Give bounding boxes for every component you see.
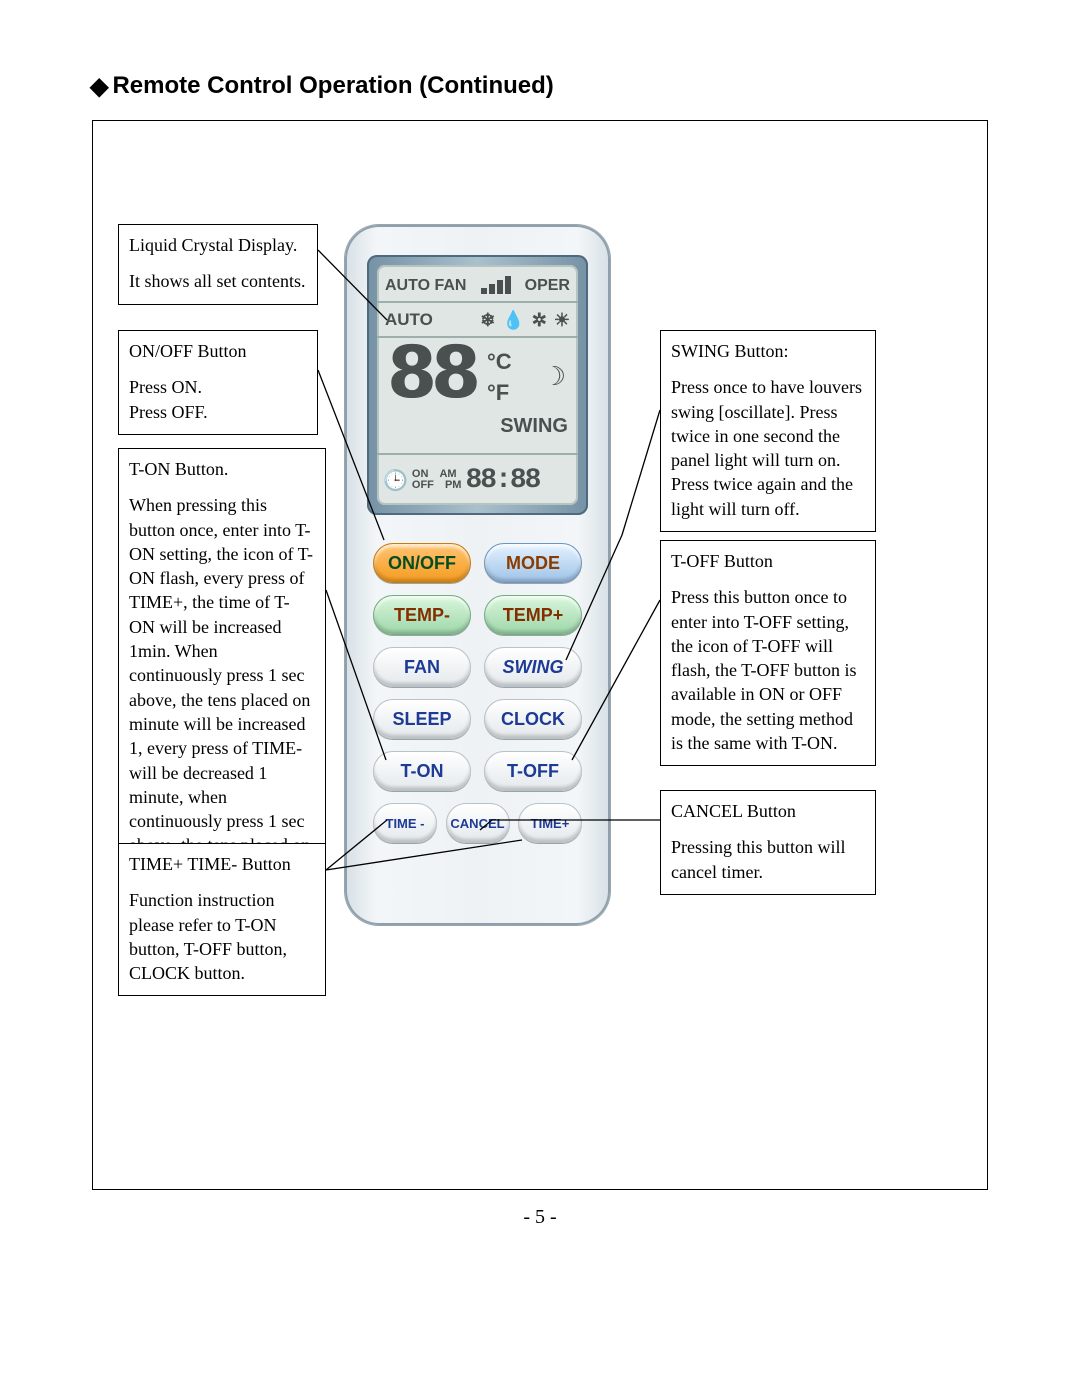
- callout-cancel-body: Pressing this button will cancel timer.: [671, 835, 865, 884]
- lcd-onoff-ampm: ON AM OFF PM: [412, 469, 462, 491]
- callout-onoff-body: Press ON. Press OFF.: [129, 375, 307, 424]
- callout-timepm-body: Function instruction please refer to T-O…: [129, 888, 315, 985]
- onoff-button[interactable]: ON/OFF: [373, 543, 471, 583]
- lcd-frame: AUTO FAN OPER AUTO ❄ 💧 ✲ ☀ 88 °C °F ☽ SW…: [367, 255, 588, 515]
- lcd-swing-label: SWING: [500, 415, 568, 438]
- callout-swing: SWING Button: Press once to have louvers…: [660, 330, 876, 532]
- button-panel: ON/OFF MODE TEMP- TEMP+ FAN SWING SLEEP …: [345, 529, 610, 851]
- clock-icon: 🕒: [383, 468, 408, 493]
- lcd-pm: PM: [445, 480, 462, 491]
- callout-toff-title: T-OFF Button: [671, 549, 865, 573]
- page-title-text: Remote Control Operation (Continued): [112, 72, 553, 99]
- callout-lcd-title: Liquid Crystal Display.: [129, 233, 307, 257]
- callout-onoff-title: ON/OFF Button: [129, 339, 307, 363]
- callout-swing-body: Press once to have louvers swing [oscill…: [671, 375, 865, 521]
- lcd-time-digits: 88:88: [465, 465, 539, 496]
- lcd-deg-c: °C: [487, 349, 512, 374]
- clock-button[interactable]: CLOCK: [484, 699, 582, 739]
- callout-timepm: TIME+ TIME- Button Function instruction …: [118, 843, 326, 996]
- time-plus-button[interactable]: TIME+: [518, 803, 582, 843]
- t-off-button[interactable]: T-OFF: [484, 751, 582, 791]
- page-number: - 5 -: [0, 1206, 1080, 1229]
- snowflake-icon: ❄: [480, 310, 495, 331]
- moon-icon: ☽: [543, 361, 566, 392]
- callout-swing-title: SWING Button:: [671, 339, 865, 363]
- mode-icons: ❄ 💧 ✲ ☀: [480, 310, 570, 331]
- mode-button[interactable]: MODE: [484, 543, 582, 583]
- lcd-oper-label: OPER: [525, 277, 570, 295]
- swing-button[interactable]: SWING: [484, 647, 582, 687]
- temp-plus-button[interactable]: TEMP+: [484, 595, 582, 635]
- lcd-auto-label: AUTO: [385, 310, 433, 330]
- page-title: ◆Remote Control Operation (Continued): [90, 72, 554, 101]
- callout-lcd: Liquid Crystal Display. It shows all set…: [118, 224, 318, 305]
- diamond-bullet-icon: ◆: [90, 72, 108, 101]
- lcd-temp-digits: 88: [387, 341, 475, 413]
- callout-timepm-title: TIME+ TIME- Button: [129, 852, 315, 876]
- sun-icon: ☀: [554, 310, 570, 331]
- lcd-autofan-label: AUTO FAN: [385, 277, 466, 295]
- drop-icon: 💧: [502, 310, 524, 331]
- cancel-button[interactable]: CANCEL: [446, 803, 510, 843]
- sleep-button[interactable]: SLEEP: [373, 699, 471, 739]
- lcd-deg-f: °F: [487, 380, 509, 405]
- fan-icon: ✲: [532, 310, 547, 331]
- remote-control: AUTO FAN OPER AUTO ❄ 💧 ✲ ☀ 88 °C °F ☽ SW…: [345, 225, 610, 925]
- lcd-off: OFF: [412, 480, 434, 491]
- callout-toff-body: Press this button once to enter into T-O…: [671, 585, 865, 755]
- time-minus-button[interactable]: TIME -: [373, 803, 437, 843]
- callout-lcd-body: It shows all set contents.: [129, 269, 307, 293]
- callout-ton-title: T-ON Button.: [129, 457, 315, 481]
- callout-onoff: ON/OFF Button Press ON. Press OFF.: [118, 330, 318, 435]
- lcd-screen: AUTO FAN OPER AUTO ❄ 💧 ✲ ☀ 88 °C °F ☽ SW…: [377, 265, 578, 505]
- callout-toff: T-OFF Button Press this button once to e…: [660, 540, 876, 766]
- t-on-button[interactable]: T-ON: [373, 751, 471, 791]
- fan-bars-icon: [481, 278, 511, 294]
- callout-cancel: CANCEL Button Pressing this button will …: [660, 790, 876, 895]
- lcd-unit-labels: °C °F: [487, 347, 512, 409]
- fan-button[interactable]: FAN: [373, 647, 471, 687]
- temp-minus-button[interactable]: TEMP-: [373, 595, 471, 635]
- callout-cancel-title: CANCEL Button: [671, 799, 865, 823]
